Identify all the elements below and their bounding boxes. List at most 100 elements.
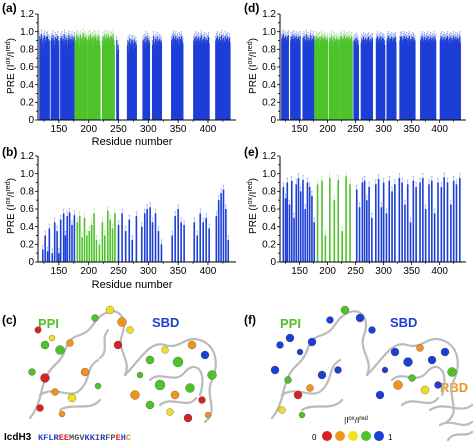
bar (427, 36, 429, 120)
y-tick-label: 0.4 (20, 222, 34, 233)
bar (357, 44, 359, 120)
bar (148, 40, 150, 120)
bar (370, 38, 372, 121)
bar (324, 235, 327, 262)
bar (67, 37, 69, 120)
panel-label-b: (b) (2, 145, 17, 159)
bar (299, 191, 302, 262)
bar (94, 38, 96, 121)
bar (111, 228, 114, 262)
bar (180, 41, 182, 120)
bar (63, 38, 65, 121)
bar (411, 36, 413, 120)
bar (109, 36, 111, 120)
bar (117, 49, 120, 120)
bar (308, 186, 311, 262)
bar (224, 36, 226, 120)
bar (196, 43, 198, 120)
bar (330, 38, 332, 121)
bar (81, 36, 83, 120)
peptide-residue: I (95, 433, 100, 443)
bar (377, 40, 379, 120)
bar (315, 36, 317, 120)
bar (63, 34, 65, 120)
bar (173, 42, 175, 120)
peptide-residue: F (43, 433, 48, 443)
bar (220, 40, 222, 120)
bar (322, 44, 324, 120)
bar (346, 40, 348, 120)
panel-label-e: (e) (244, 145, 259, 159)
bar (91, 49, 93, 120)
bar (353, 40, 355, 120)
bar (45, 36, 47, 120)
bar (177, 209, 179, 262)
bar (413, 43, 416, 120)
bar (431, 37, 433, 120)
bar (66, 39, 68, 121)
bar (41, 249, 44, 262)
bar (371, 217, 373, 262)
bar (129, 49, 131, 120)
y-tick-label: 1.0 (20, 169, 34, 180)
bar (145, 43, 148, 120)
bar (345, 44, 347, 120)
bar (79, 35, 81, 121)
bar (459, 36, 461, 120)
bar (95, 44, 97, 120)
chart-e: 0 0.2 0.4 0.6 0.8 1.0 1.2 150 200 250 300 350 400 (262, 151, 466, 277)
bar (420, 40, 422, 120)
bar (96, 40, 98, 120)
bar (217, 200, 220, 262)
bar (440, 43, 442, 120)
y-tick-label: 0.2 (262, 98, 276, 109)
y-tick-label: 1.0 (262, 169, 276, 180)
bar (51, 37, 53, 120)
bar (409, 44, 412, 120)
bar (48, 40, 50, 120)
bar (281, 36, 283, 120)
bar (410, 38, 412, 121)
bar (307, 36, 309, 120)
bar (82, 40, 84, 120)
bar (177, 37, 179, 120)
y-tick-label: 1.2 (20, 9, 34, 20)
bar (102, 36, 104, 120)
bar (75, 44, 77, 120)
bar (287, 35, 289, 121)
bar (349, 184, 351, 262)
bar (390, 36, 393, 120)
bar (61, 40, 63, 120)
bar (385, 213, 388, 262)
bar (46, 36, 49, 120)
bar (429, 38, 431, 121)
bar (430, 44, 432, 120)
bar (299, 36, 301, 120)
bar (363, 180, 366, 262)
bar (341, 36, 343, 120)
bar (434, 43, 436, 120)
bar (412, 180, 415, 262)
bar (155, 44, 157, 120)
x-axis-label-b: Residue number (92, 279, 173, 291)
bar (451, 37, 453, 120)
bar (292, 44, 294, 120)
bar (222, 189, 225, 262)
bar (310, 43, 312, 120)
bar (444, 39, 446, 121)
bar (453, 43, 455, 120)
bar (39, 36, 41, 120)
bar (318, 49, 320, 120)
bar (365, 44, 367, 120)
bar (42, 40, 44, 120)
bar (401, 40, 403, 120)
bar (113, 40, 115, 120)
bar (405, 40, 407, 120)
bar (329, 44, 331, 120)
bar (93, 35, 95, 121)
bar (41, 44, 43, 120)
bar (76, 44, 78, 120)
bar (180, 222, 182, 262)
bar (361, 182, 364, 262)
peptide-residue: H (121, 433, 126, 443)
